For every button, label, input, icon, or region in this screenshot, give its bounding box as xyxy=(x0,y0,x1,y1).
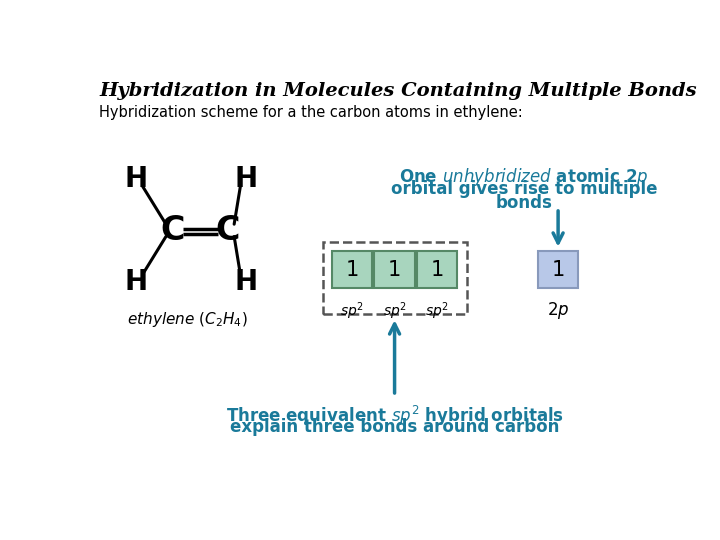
Text: 1: 1 xyxy=(346,260,359,280)
Bar xyxy=(538,251,578,288)
Text: 1: 1 xyxy=(552,260,564,280)
Text: H: H xyxy=(125,165,148,193)
Text: 1: 1 xyxy=(388,260,401,280)
Text: Three equivalent $\mathit{sp}^2$ hybrid orbitals: Three equivalent $\mathit{sp}^2$ hybrid … xyxy=(225,403,564,428)
Text: Hybridization scheme for a the carbon atoms in ethylene:: Hybridization scheme for a the carbon at… xyxy=(99,105,523,120)
Text: H: H xyxy=(125,268,148,296)
Text: 1: 1 xyxy=(431,260,444,280)
Text: C: C xyxy=(161,214,185,247)
Bar xyxy=(332,251,372,288)
Text: C: C xyxy=(215,214,240,247)
Bar xyxy=(323,242,467,314)
Text: H: H xyxy=(235,165,258,193)
Text: H: H xyxy=(235,268,258,296)
Bar xyxy=(417,251,457,288)
Text: $\it{ethylene}$ $\it{(C_2H_4)}$: $\it{ethylene}$ $\it{(C_2H_4)}$ xyxy=(127,309,247,329)
Text: orbital gives rise to multiple: orbital gives rise to multiple xyxy=(391,180,657,198)
Text: bonds: bonds xyxy=(495,194,552,212)
Text: explain three bonds around carbon: explain three bonds around carbon xyxy=(230,418,559,436)
Text: $sp^2$: $sp^2$ xyxy=(340,300,364,322)
Bar xyxy=(374,251,415,288)
Text: $sp^2$: $sp^2$ xyxy=(382,300,407,322)
Text: $sp^2$: $sp^2$ xyxy=(426,300,449,322)
Text: Hybridization in Molecules Containing Multiple Bonds: Hybridization in Molecules Containing Mu… xyxy=(99,82,697,100)
Text: $2p$: $2p$ xyxy=(547,300,570,321)
Text: One $\mathit{unhybridized}$ atomic 2$p$: One $\mathit{unhybridized}$ atomic 2$p$ xyxy=(399,166,649,188)
